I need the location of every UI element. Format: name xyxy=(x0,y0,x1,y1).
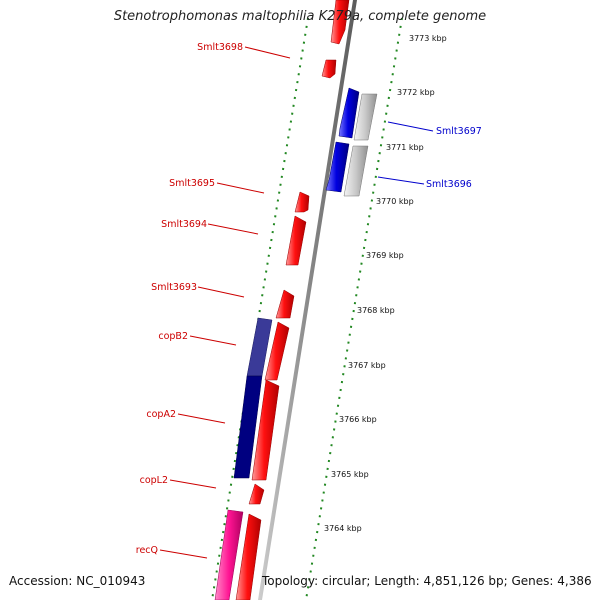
ruler-tick-label: 3773 kbp xyxy=(409,34,447,43)
gene-label-smlt3698: Smlt3698 xyxy=(197,42,243,53)
gene-smlt3694 xyxy=(285,215,307,266)
gene-recq-pink xyxy=(214,509,244,600)
gene-smlt3696-grey xyxy=(343,145,369,197)
map-title: Stenotrophomonas maltophilia K279a, comp… xyxy=(113,9,487,24)
gene-copa2-navy xyxy=(233,375,263,479)
connector-smlt3695 xyxy=(216,182,265,194)
connector-recq xyxy=(159,549,208,559)
connector-copa2 xyxy=(177,413,226,424)
gene-smlt3696-blue xyxy=(325,141,350,193)
topology-label: Topology: circular; Length: 4,851,126 bp… xyxy=(262,574,592,588)
gene-smlt3697-blue xyxy=(338,87,360,139)
gene-arrow-red xyxy=(321,59,337,79)
connector-copl2 xyxy=(169,479,217,489)
gene-label-copl2: copL2 xyxy=(140,475,168,486)
ruler-tick-label: 3771 kbp xyxy=(386,143,424,152)
gene-labels: Smlt3698 Smlt3697 Smlt3696 Smlt3695 Smlt… xyxy=(136,42,482,556)
ruler-tick-label: 3766 kbp xyxy=(339,415,377,424)
ruler-tick-label: 3772 kbp xyxy=(397,88,435,97)
ruler-tick-label: 3769 kbp xyxy=(366,251,404,260)
gene-copb2-red xyxy=(264,321,290,381)
left-dotted-guide xyxy=(211,17,309,600)
genome-backbone xyxy=(258,0,357,600)
gene-smlt3693 xyxy=(275,289,295,319)
label-connectors xyxy=(159,46,434,559)
gene-label-copb2: copB2 xyxy=(158,331,188,342)
gene-smlt3695 xyxy=(294,191,310,213)
gene-label-smlt3694: Smlt3694 xyxy=(161,219,207,230)
gene-copl2 xyxy=(248,483,265,505)
gene-label-smlt3693: Smlt3693 xyxy=(151,282,197,293)
gene-smlt3697-grey xyxy=(353,93,378,141)
connector-smlt3697 xyxy=(387,121,434,132)
genes-track xyxy=(214,0,378,600)
ruler-ticks: 3773 kbp 3772 kbp 3771 kbp 3770 kbp 3769… xyxy=(324,34,447,533)
gene-copa2-red xyxy=(251,379,280,481)
gene-label-copa2: copA2 xyxy=(146,409,176,420)
ruler-tick-label: 3765 kbp xyxy=(331,470,369,479)
gene-label-smlt3695: Smlt3695 xyxy=(169,178,215,189)
connector-smlt3698 xyxy=(244,46,291,59)
connector-copb2 xyxy=(189,335,237,346)
ruler-tick-label: 3767 kbp xyxy=(348,361,386,370)
gene-label-smlt3696: Smlt3696 xyxy=(426,179,472,190)
accession-label: Accession: NC_010943 xyxy=(9,574,146,588)
gene-label-recq: recQ xyxy=(136,545,158,556)
ruler-tick-label: 3768 kbp xyxy=(357,306,395,315)
ruler-tick-label: 3770 kbp xyxy=(376,197,414,206)
ruler-tick-label: 3764 kbp xyxy=(324,524,362,533)
gene-label-smlt3697: Smlt3697 xyxy=(436,126,482,137)
gene-arrow-red xyxy=(235,513,262,600)
connector-smlt3696 xyxy=(377,176,425,185)
gene-arrow-red xyxy=(330,0,350,45)
connector-smlt3693 xyxy=(197,286,245,298)
connector-smlt3694 xyxy=(207,223,259,235)
